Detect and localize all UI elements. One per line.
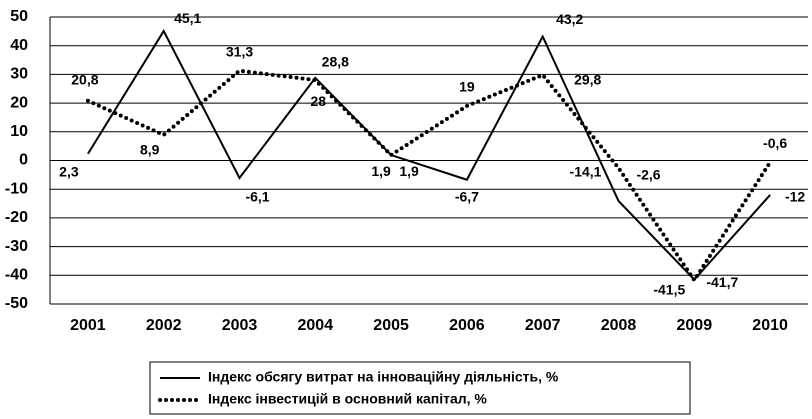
y-tick-label: -30 — [5, 238, 28, 255]
data-label: -0,6 — [763, 135, 787, 151]
y-tick-label: 0 — [19, 152, 28, 169]
data-label: 2,3 — [59, 164, 79, 180]
data-label: 45,1 — [174, 10, 201, 26]
data-label: 28,8 — [322, 54, 349, 70]
x-tick-label: 2001 — [70, 317, 106, 334]
x-tick-label: 2009 — [677, 317, 713, 334]
legend-label: Індекс обсягу витрат на інноваційну діял… — [208, 369, 559, 385]
y-tick-label: 10 — [10, 123, 28, 140]
data-label: -41,7 — [706, 274, 738, 290]
y-tick-label: -50 — [5, 295, 28, 312]
series-line — [85, 68, 773, 284]
data-label: -12 — [785, 189, 805, 205]
y-tick-label: -10 — [5, 180, 28, 197]
data-label: 20,8 — [71, 72, 98, 88]
y-tick-label: 40 — [10, 37, 28, 54]
x-tick-label: 2003 — [222, 317, 258, 334]
y-tick-label: 30 — [10, 66, 28, 83]
x-tick-label: 2005 — [373, 317, 409, 334]
y-tick-label: 20 — [10, 94, 28, 111]
data-label: -41,5 — [653, 281, 685, 297]
legend-label: Індекс інвестицій в основний капітал, % — [208, 391, 487, 407]
x-tick-label: 2004 — [298, 317, 334, 334]
x-tick-label: 2007 — [525, 317, 561, 334]
data-label: 1,9 — [371, 163, 391, 179]
data-label: -6,1 — [245, 189, 269, 205]
data-label: 28 — [311, 93, 327, 109]
data-label: 31,3 — [226, 43, 253, 59]
x-tick-label: 2008 — [601, 317, 637, 334]
data-label: -2,6 — [636, 167, 660, 183]
data-label: 19 — [459, 79, 475, 95]
x-tick-label: 2006 — [449, 317, 485, 334]
x-tick-label: 2002 — [146, 317, 182, 334]
y-tick-label: -40 — [5, 267, 28, 284]
data-label: -6,7 — [455, 188, 479, 204]
data-label: -14,1 — [570, 164, 602, 180]
data-label: 43,2 — [556, 11, 583, 27]
data-label: 8,9 — [140, 142, 160, 158]
data-label: 29,8 — [574, 72, 601, 88]
y-tick-label: -20 — [5, 209, 28, 226]
legend-box — [149, 361, 691, 415]
y-tick-label: 50 — [10, 8, 28, 25]
series-line — [87, 29, 771, 282]
data-label: 1,9 — [399, 163, 419, 179]
x-tick-label: 2010 — [752, 317, 788, 334]
